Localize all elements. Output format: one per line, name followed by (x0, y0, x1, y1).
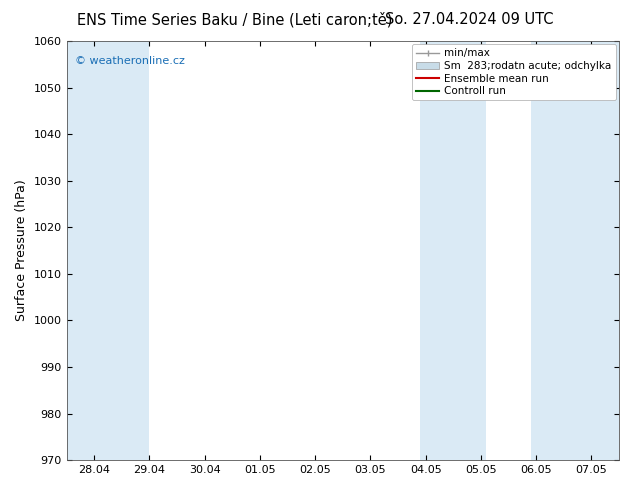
Bar (531, 41, 619, 460)
Text: ENS Time Series Baku / Bine (Leti caron;tě): ENS Time Series Baku / Bine (Leti caron;… (77, 12, 392, 28)
Bar (67, 41, 150, 460)
Bar (420, 41, 486, 460)
Y-axis label: Surface Pressure (hPa): Surface Pressure (hPa) (15, 180, 28, 321)
Legend: min/max, Sm  283;rodatn acute; odchylka, Ensemble mean run, Controll run: min/max, Sm 283;rodatn acute; odchylka, … (412, 44, 616, 100)
Text: So. 27.04.2024 09 UTC: So. 27.04.2024 09 UTC (385, 12, 553, 27)
Text: © weatheronline.cz: © weatheronline.cz (75, 56, 184, 66)
